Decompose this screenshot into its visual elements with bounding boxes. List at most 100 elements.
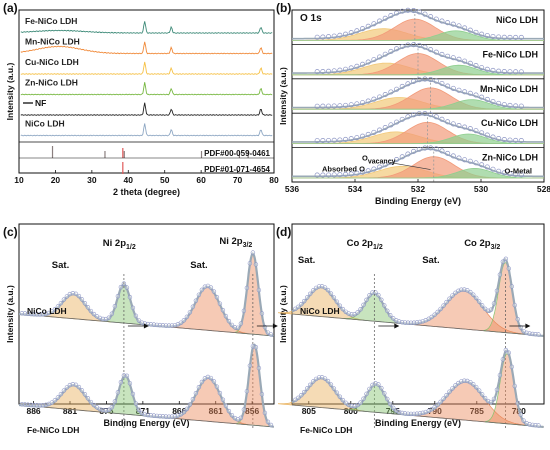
data-marker [515,400,520,406]
data-marker [456,23,462,29]
data-marker [439,148,445,154]
data-marker [411,148,417,155]
data-marker [91,402,97,408]
data-marker [501,137,507,143]
data-marker [467,27,473,33]
data-marker [382,162,388,168]
data-marker [34,403,40,408]
data-marker [337,67,343,73]
data-marker [265,419,271,425]
data-marker [259,392,265,397]
data-marker [310,379,316,384]
data-marker [428,47,434,53]
data-marker [259,311,265,316]
data-marker [354,135,360,141]
data-marker [490,67,496,74]
data-marker [364,391,369,397]
data-marker [490,166,496,172]
data-marker [490,33,496,40]
data-marker [382,125,388,131]
sat-label: Sat. [422,255,439,266]
x-tick-label: 790 [428,406,442,416]
data-marker [302,298,307,304]
data-marker [422,44,428,50]
data-marker [506,350,512,355]
data-marker [462,157,468,163]
component-label: Ovacancy [362,154,396,166]
data-marker [184,406,190,412]
xrd-series-label: Mn-NiCo LDH [25,37,80,47]
data-marker [307,382,313,388]
data-marker [488,307,494,312]
data-marker [262,410,268,416]
data-marker [382,391,387,396]
x-tick-label: 80 [269,175,279,185]
component-label: O-Metal [504,167,532,176]
data-marker [342,31,349,37]
data-marker [509,364,514,370]
data-marker [320,172,326,178]
data-marker [490,134,496,140]
xrd-series-line [20,61,273,75]
data-marker [399,8,405,14]
x-tick-label: 861 [209,406,223,416]
data-marker [320,34,326,40]
data-marker [382,303,387,308]
data-marker [241,308,247,313]
data-marker [187,402,193,407]
data-marker [178,320,184,325]
data-marker [358,307,363,312]
data-marker [340,306,345,312]
data-marker [445,119,451,125]
data-marker [496,34,502,40]
data-marker [331,68,337,74]
data-marker [518,103,524,109]
data-marker [496,68,502,74]
data-marker [354,170,360,176]
data-marker [507,171,513,177]
data-marker [441,303,446,308]
data-marker [79,297,85,302]
x-tick-label: 50 [160,175,170,185]
data-marker [438,399,443,405]
data-marker [61,297,67,302]
data-marker [513,171,519,178]
data-marker [468,289,473,295]
data-marker [256,287,262,293]
x-tick-label: 40 [124,175,134,185]
xrd-series-line [20,102,273,116]
data-marker [467,60,473,66]
data-marker [34,312,40,317]
data-marker [314,138,320,144]
data-marker [250,250,256,255]
data-marker [433,114,439,120]
data-marker [196,292,202,297]
data-marker [196,385,202,390]
data-marker [456,123,462,129]
data-marker [416,146,422,152]
data-marker [435,402,440,407]
fit-envelope [291,349,544,428]
data-marker [405,42,411,48]
data-marker [382,92,388,98]
data-marker [371,57,377,63]
xps-series-label: Fe-NiCo LDH [300,425,352,435]
data-marker [429,407,434,412]
data-marker [337,32,343,38]
data-marker [314,34,320,40]
data-marker [462,124,468,130]
data-marker [507,102,513,109]
data-marker [342,136,349,143]
data-marker [325,34,332,40]
data-marker [220,307,226,313]
data-marker [479,162,485,168]
x-tick-label: 536 [285,184,299,194]
data-marker [479,130,485,136]
xrd-series-label: Cu-NiCo LDH [25,57,79,67]
data-marker [348,136,354,142]
data-marker [314,172,320,178]
data-marker [355,310,360,315]
data-marker [501,69,507,75]
data-marker [360,26,366,32]
data-marker [422,111,428,117]
